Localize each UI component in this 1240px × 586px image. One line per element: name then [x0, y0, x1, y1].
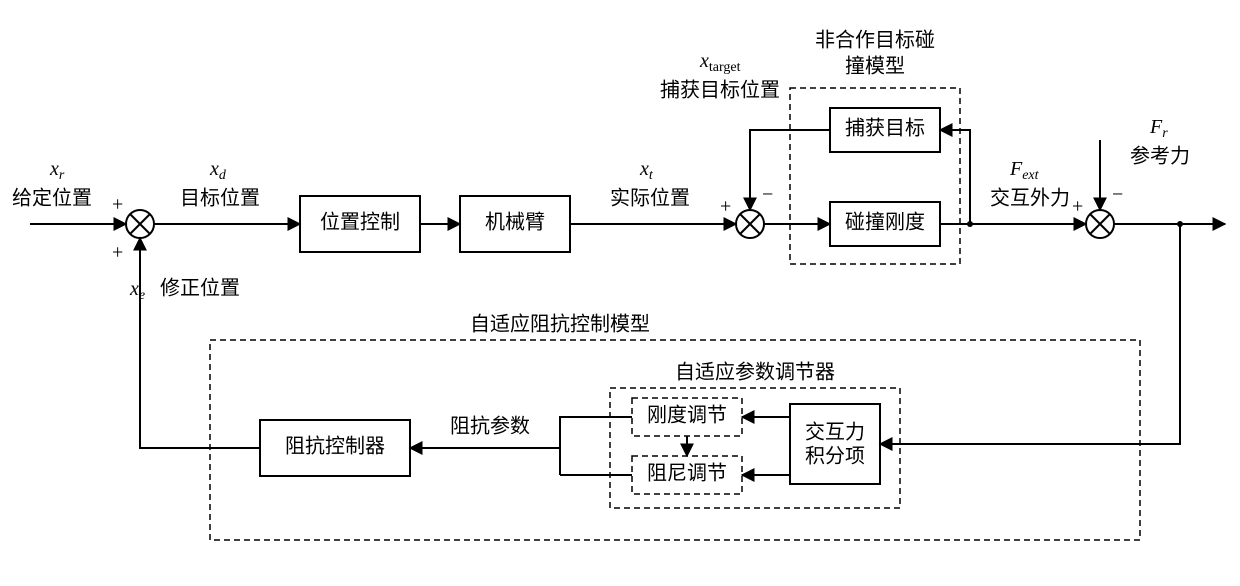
label-param-reg-title: 自适应参数调节器 — [675, 361, 835, 384]
svg-text:交互力: 交互力 — [805, 421, 865, 444]
svg-text:积分项: 积分项 — [805, 445, 865, 468]
label-fext-txt: 交互外力 — [990, 187, 1070, 210]
arrow-impctrl-to-s1 — [140, 238, 260, 448]
label-fr-sym: Fr — [1149, 116, 1168, 142]
label-xr-sym: xr — [49, 158, 65, 184]
label-adaptive-title: 自适应阻抗控制模型 — [470, 313, 650, 336]
branch-node-fext — [967, 221, 973, 227]
sign-s3-top: − — [1112, 184, 1123, 206]
sign-s2-left: + — [720, 196, 731, 218]
svg-text:位置控制: 位置控制 — [320, 211, 400, 234]
block-stiffness-adjust: 刚度调节 — [632, 398, 742, 436]
label-xtarget-txt: 捕获目标位置 — [660, 79, 780, 102]
svg-text:捕获目标: 捕获目标 — [845, 117, 925, 140]
block-damping-adjust: 阻尼调节 — [632, 456, 742, 494]
sum-junction-2 — [736, 210, 764, 238]
svg-text:碰撞刚度: 碰撞刚度 — [845, 211, 925, 234]
sign-s3-left: + — [1072, 196, 1083, 218]
arrow-output-to-integral — [880, 224, 1180, 444]
svg-text:阻尼调节: 阻尼调节 — [647, 462, 727, 485]
block-impedance-controller: 阻抗控制器 — [260, 420, 410, 476]
label-xd-txt: 目标位置 — [180, 187, 260, 210]
label-xr-txt: 给定位置 — [12, 187, 92, 210]
label-impedance-param: 阻抗参数 — [450, 415, 530, 438]
label-fr-txt: 参考力 — [1130, 145, 1190, 168]
sum-junction-3 — [1086, 210, 1114, 238]
label-noncoop-title-2: 撞模型 — [845, 55, 905, 78]
block-diagram: 位置控制 机械臂 捕获目标 碰撞刚度 阻抗控制器 刚度调节 阻尼调节 交互力 积… — [0, 0, 1240, 586]
label-xt-txt: 实际位置 — [610, 187, 690, 210]
sum-junction-1 — [126, 210, 154, 238]
label-xd-sym: xd — [209, 158, 227, 184]
sign-s2-top: − — [762, 184, 773, 206]
label-xe-txt: 修正位置 — [160, 277, 240, 300]
label-xt-sym: xt — [639, 158, 654, 184]
block-collision-stiffness: 碰撞刚度 — [830, 202, 940, 246]
block-interaction-integral: 交互力 积分项 — [790, 404, 880, 484]
sign-s1-bottom: + — [112, 242, 123, 264]
svg-text:刚度调节: 刚度调节 — [647, 404, 727, 427]
block-manipulator: 机械臂 — [460, 196, 570, 252]
arrow-fext-branch-to-capture — [940, 130, 970, 224]
label-fext-sym: Fext — [1009, 158, 1040, 184]
block-capture-target: 捕获目标 — [830, 108, 940, 152]
label-xtarget-sym: xtarget — [699, 50, 741, 76]
svg-text:机械臂: 机械臂 — [485, 211, 545, 234]
sign-s1-left: + — [112, 194, 123, 216]
label-xe-sym: xe — [129, 278, 145, 304]
block-position-control: 位置控制 — [300, 196, 420, 252]
line-stiffadj-merge — [560, 417, 632, 475]
svg-text:阻抗控制器: 阻抗控制器 — [285, 435, 385, 458]
label-noncoop-title-1: 非合作目标碰 — [815, 29, 935, 52]
